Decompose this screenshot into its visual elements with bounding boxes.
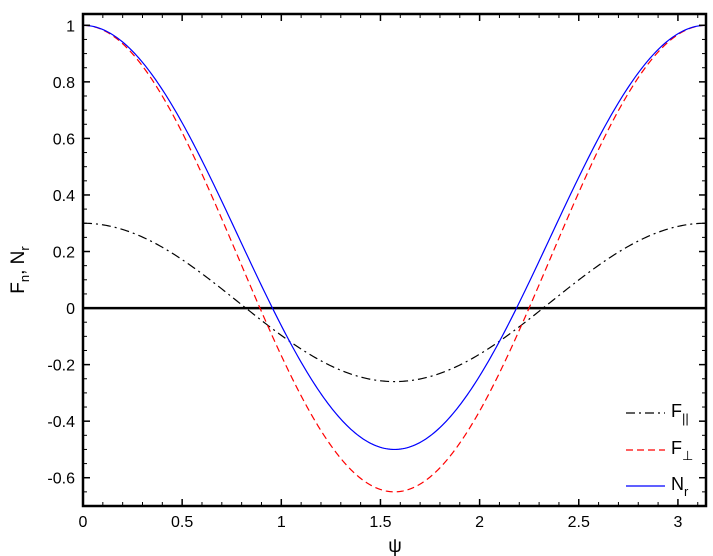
x-axis-title: ψ (388, 536, 402, 556)
legend-label-0: F|| (671, 401, 689, 426)
y-tick-label: 0 (66, 301, 75, 318)
y-tick-label: -0.4 (47, 414, 75, 431)
series-line-1 (82, 24, 707, 493)
y-axis-title: Fn, Nr (8, 246, 32, 294)
x-tick-label: 1.5 (369, 514, 391, 531)
y-axis-title-sub2: r (17, 246, 32, 251)
y-axis-title-sep: , N (8, 251, 29, 275)
x-tick-label: 2.5 (568, 514, 590, 531)
y-tick-label: 0.6 (53, 131, 75, 148)
y-tick-label: 0.8 (53, 75, 75, 92)
legend-label-1: F⊥ (671, 438, 693, 463)
x-tick-label: 0.5 (171, 514, 193, 531)
y-tick-label: -0.2 (47, 358, 75, 375)
y-tick-label: 1 (66, 18, 75, 35)
x-tick-label: 3 (673, 514, 682, 531)
x-tick-label: 0 (79, 514, 88, 531)
series-line-0 (82, 222, 707, 383)
y-tick-label: -0.6 (47, 471, 75, 488)
plot-frame (81, 12, 708, 508)
legend: F|| F⊥ Nr (626, 401, 693, 499)
x-tick-label: 1 (277, 514, 286, 531)
y-axis-title-sub1: n (17, 275, 32, 282)
y-tick-label: 0.4 (53, 188, 75, 205)
y-tick-label: 0.2 (53, 245, 75, 262)
legend-label-2: Nr (671, 474, 689, 499)
y-axis-title-base: F (8, 282, 29, 294)
series-line-2 (82, 24, 707, 451)
x-tick-label: 2 (475, 514, 484, 531)
